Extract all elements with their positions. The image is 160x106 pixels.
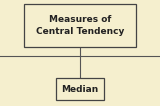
Bar xyxy=(56,78,104,100)
Text: Measures of
Central Tendency: Measures of Central Tendency xyxy=(36,15,124,36)
Bar xyxy=(24,4,136,47)
Text: Median: Median xyxy=(61,85,99,93)
